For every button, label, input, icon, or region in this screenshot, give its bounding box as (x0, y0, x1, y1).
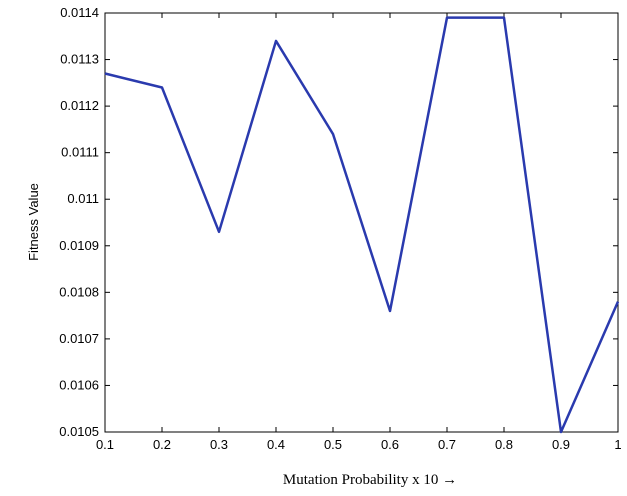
x-tick-label: 0.8 (495, 437, 513, 452)
x-tick-label: 0.4 (267, 437, 285, 452)
x-axis-label: Mutation Probability x 10 → (283, 472, 457, 488)
y-tick-label: 0.0106 (59, 377, 99, 392)
x-tick-label: 0.3 (210, 437, 228, 452)
x-tick-label: 0.7 (438, 437, 456, 452)
y-tick-label: 0.011 (67, 191, 99, 206)
y-tick-label: 0.0111 (61, 145, 99, 160)
data-line (104, 16, 620, 434)
x-tick-label: 0.1 (96, 437, 114, 452)
plot-frame (104, 12, 619, 433)
x-tick-label: 0.6 (381, 437, 399, 452)
y-tick-label: 0.0114 (60, 5, 99, 20)
x-tick-label: 0.2 (153, 437, 171, 452)
y-tick-label: 0.0107 (59, 331, 99, 346)
x-tick-label: 1 (614, 437, 621, 452)
x-tick-label: 0.5 (324, 437, 342, 452)
x-tick-label: 0.9 (552, 437, 570, 452)
y-tick-label: 0.0105 (59, 424, 99, 439)
y-tick-label: 0.0112 (60, 98, 99, 113)
y-tick-label: 0.0108 (59, 284, 99, 299)
y-tick-label: 0.0109 (59, 238, 99, 253)
y-tick-label: 0.0113 (60, 52, 99, 67)
y-axis-label: Fitness Value (26, 183, 41, 261)
